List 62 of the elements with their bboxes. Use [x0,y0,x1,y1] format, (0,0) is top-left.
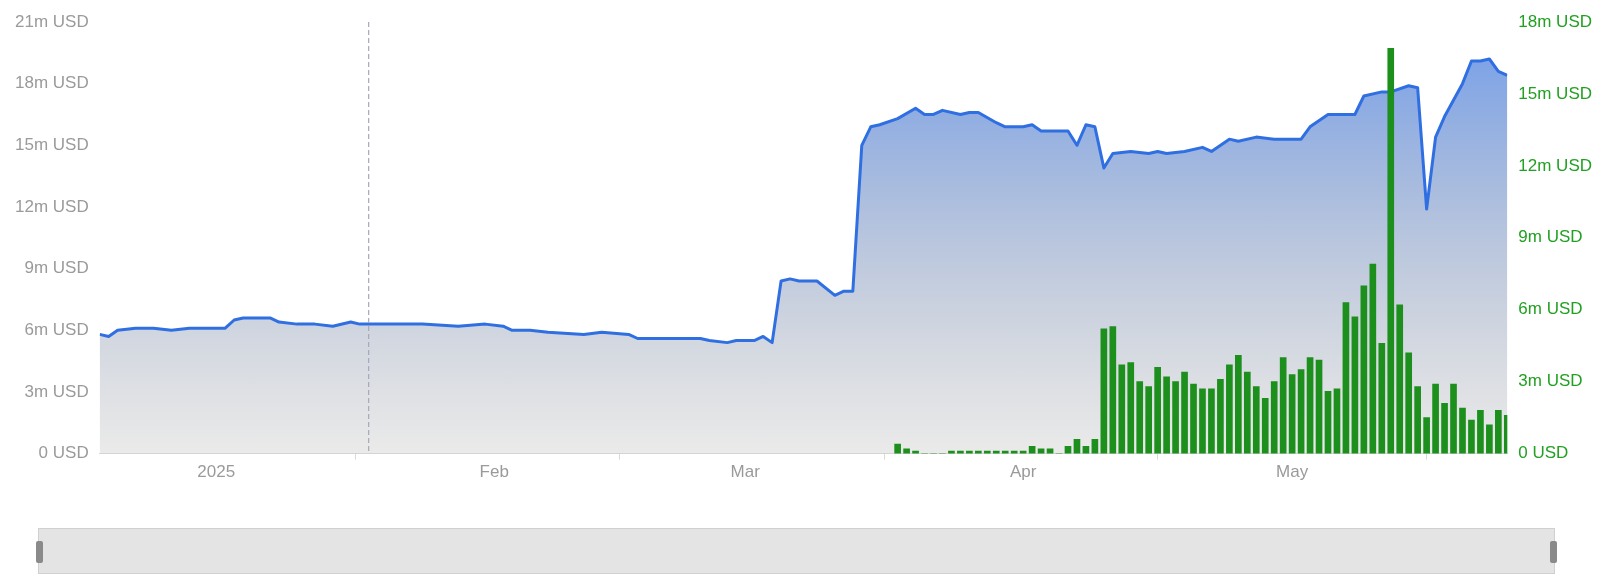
bar [1450,383,1457,454]
y-tick-label: 12m USD [15,196,89,216]
bar [1163,376,1170,454]
bar [1459,407,1466,454]
bar [1145,386,1153,454]
bar [1172,381,1179,454]
y-tick-label: 6m USD [24,319,89,339]
bar [1181,371,1188,454]
y2-tick-label: 9m USD [1518,227,1583,247]
bar [1432,383,1439,454]
bar [1190,383,1197,454]
y2-tick-label: 0 USD [1518,443,1569,463]
bar [1441,402,1448,454]
bar [1226,364,1233,454]
bar [1342,302,1350,454]
bar [1109,326,1117,454]
x-tick-label: 2025 [197,462,236,482]
bar [1118,364,1126,454]
y-tick-label: 15m USD [15,135,89,154]
bar [1495,410,1502,454]
bar [1405,352,1413,454]
bar [1414,386,1421,454]
bar [1243,371,1251,454]
bar [1423,417,1430,454]
y-tick-label: 21m USD [15,11,89,31]
y-tick-label: 0 USD [38,443,89,463]
bar [1235,354,1242,454]
y-tick-label: 3m USD [24,381,89,401]
bar [1369,263,1377,454]
bar [903,448,910,454]
bar [1297,369,1305,454]
bar [1486,424,1493,454]
bar [1208,388,1215,454]
bar [1270,381,1278,454]
bar [1136,381,1144,454]
y2-tick-label: 6m USD [1518,299,1583,319]
bar [1306,357,1314,454]
y2-tick-label: 18m USD [1518,11,1592,31]
y2-tick-label: 15m USD [1518,83,1592,103]
x-tick-label: May [1276,462,1309,482]
y-tick-label: 9m USD [24,258,89,278]
bar [1154,366,1161,454]
bar [1378,342,1386,454]
bar [1127,362,1135,454]
bar [1288,374,1296,454]
bar [1387,48,1395,454]
y-tick-label: 18m USD [15,73,89,93]
y2-tick-label: 3m USD [1518,371,1583,391]
bar [894,443,901,454]
bar [1360,285,1368,454]
y2-tick-label: 12m USD [1518,155,1592,175]
x-tick-label: Feb [479,462,509,482]
bar [1217,378,1224,454]
bar [1468,419,1475,454]
bar [1261,398,1269,454]
bar [1477,410,1484,454]
x-tick-label: Apr [1009,462,1037,482]
x-tick-label: Mar [730,462,761,482]
bar [1252,386,1260,454]
bar [1199,388,1206,454]
bar [1396,304,1404,454]
bar [1279,357,1287,454]
